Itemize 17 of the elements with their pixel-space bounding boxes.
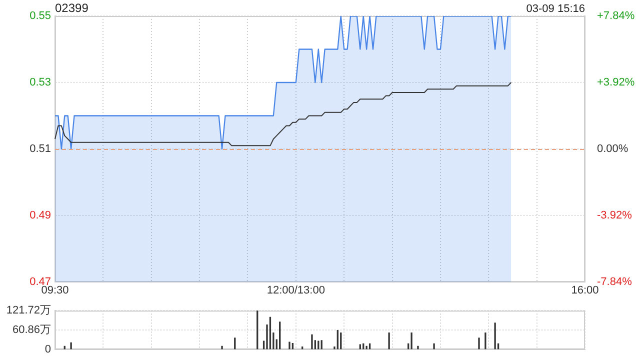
- x-tick-label: 09:30: [41, 284, 69, 297]
- chart-title: 02399: [55, 1, 88, 15]
- y2-tick-label: -3.92%: [597, 210, 632, 222]
- y2-tick-label: +3.92%: [597, 76, 635, 89]
- text: 03-09 15:16: [526, 3, 585, 15]
- y-tick-label: 0.49: [30, 210, 51, 222]
- y-tick-label: 60.86万: [12, 324, 51, 336]
- y-tick-label: 0.51: [30, 143, 51, 156]
- y-tick-label: 121.72万: [6, 304, 51, 317]
- x-tick-label: 16:00: [571, 284, 599, 297]
- y2-tick-label: -7.84%: [597, 276, 632, 288]
- y-tick-label: 0.55: [30, 10, 51, 22]
- y2-tick-label: +7.84%: [597, 10, 635, 22]
- y-tick-label: 0.53: [30, 76, 51, 89]
- y2-tick-label: 0.00%: [597, 143, 628, 156]
- x-tick-label: 12:00/13:00: [266, 284, 325, 297]
- y-tick-label: 0: [44, 343, 51, 356]
